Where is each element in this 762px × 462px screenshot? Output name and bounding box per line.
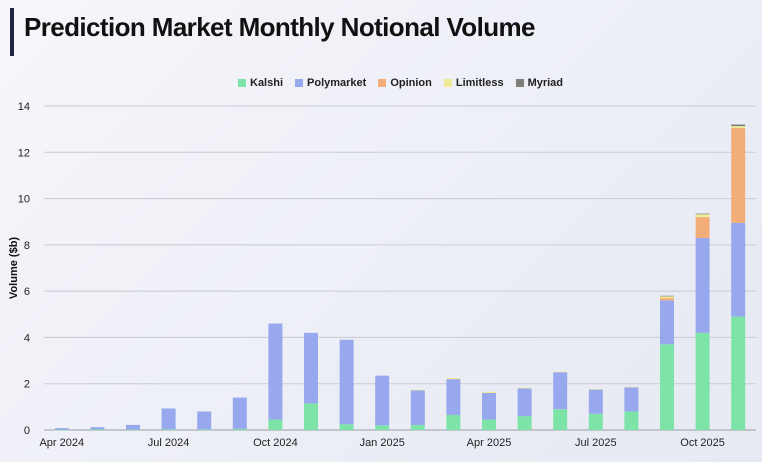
bar-segment-polymarket: [588, 389, 603, 414]
y-tick-label: 8: [24, 240, 30, 252]
bar-segment-limitless: [482, 391, 496, 393]
y-tick-label: 12: [18, 147, 30, 159]
chart-title: Prediction Market Monthly Notional Volum…: [24, 12, 535, 42]
bar-segment-kalshi: [695, 332, 710, 430]
bar-segment-kalshi: [517, 416, 532, 430]
bar-segment-polymarket: [553, 372, 568, 410]
legend-swatch-myriad: [515, 79, 524, 87]
legend-swatch-limitless: [443, 79, 452, 87]
bar-segment-kalshi: [731, 316, 746, 430]
bar-segment-opinion: [660, 298, 674, 301]
y-tick-label: 10: [18, 194, 30, 206]
bar-segment-kalshi: [126, 429, 140, 431]
x-tick-label: Apr 2025: [467, 437, 512, 449]
legend-item-limitless: Limitless: [443, 77, 504, 89]
bar-segment-kalshi: [197, 429, 212, 430]
bar-segment-myriad: [660, 295, 674, 297]
bar-segment-opinion: [695, 217, 710, 238]
bar-segment-myriad: [731, 124, 746, 127]
legend-swatch-polymarket: [295, 79, 304, 87]
legend-label-kalshi: Kalshi: [250, 77, 284, 89]
y-tick-label: 14: [18, 101, 30, 113]
bar-segment-polymarket: [482, 392, 496, 420]
bar-segment-polymarket: [624, 387, 639, 412]
bar-segment-kalshi: [410, 424, 425, 430]
bar-segment-polymarket: [446, 379, 461, 415]
x-tick-label: Jan 2025: [360, 437, 405, 449]
x-tick-label: Jul 2025: [575, 437, 617, 449]
bar-segment-limitless: [446, 377, 461, 380]
legend-item-polymarket: Polymarket: [295, 77, 366, 89]
legend-swatch-kalshi: [238, 79, 246, 87]
bar-segment-kalshi: [660, 344, 674, 430]
bar-segment-opinion: [731, 127, 746, 223]
bar-segment-limitless: [588, 389, 603, 390]
y-tick-label: 2: [24, 379, 30, 391]
y-axis-label: Volume ($b): [8, 237, 20, 299]
chart-legend: Kalshi Polymarket Opinion Limitless Myri…: [238, 77, 563, 89]
bar-segment-kalshi: [588, 413, 603, 430]
legend-label-opinion: Opinion: [390, 77, 432, 89]
y-tick-label: 6: [24, 286, 30, 298]
x-tick-label: Oct 2024: [253, 437, 298, 449]
legend-item-myriad: Myriad: [515, 77, 564, 89]
bar-segment-limitless: [695, 214, 710, 218]
bar-segment-polymarket: [161, 408, 176, 430]
bar-segment-kalshi: [232, 428, 247, 430]
bar-segment-myriad: [695, 213, 710, 215]
legend-item-kalshi: Kalshi: [238, 77, 283, 89]
bar-segment-kalshi: [54, 429, 69, 431]
legend-label-limitless: Limitless: [455, 77, 504, 89]
bar-segment-polymarket: [268, 323, 283, 420]
bar-segment-polymarket: [232, 397, 247, 429]
bar-segment-polymarket: [731, 222, 746, 317]
bar-segment-polymarket: [660, 300, 674, 345]
bar-segment-kalshi: [375, 425, 390, 430]
bar-segment-limitless: [731, 126, 746, 128]
bar-segment-kalshi: [339, 424, 354, 430]
x-tick-label: Oct 2025: [680, 437, 725, 449]
x-tick-label: Jul 2024: [148, 437, 190, 449]
bar-segment-polymarket: [54, 428, 69, 430]
bar-segment-limitless: [410, 389, 425, 391]
bar-segment-polymarket: [375, 375, 390, 426]
bar-segment-polymarket: [90, 427, 105, 430]
bar-segment-kalshi: [624, 411, 639, 430]
bar-segment-limitless: [624, 386, 639, 388]
x-tick-label: Apr 2024: [39, 437, 84, 449]
bar-segment-polymarket: [339, 339, 354, 425]
y-tick-label: 4: [24, 332, 30, 344]
y-tick-label: 0: [24, 425, 30, 437]
bar-segment-limitless: [517, 387, 532, 389]
bar-segment-kalshi: [482, 419, 496, 430]
bar-segment-kalshi: [446, 414, 461, 430]
legend-label-myriad: Myriad: [527, 77, 564, 89]
bar-segment-polymarket: [410, 390, 425, 425]
bar-segment-kalshi: [161, 429, 176, 430]
bar-segment-kalshi: [268, 419, 283, 430]
legend-label-polymarket: Polymarket: [307, 77, 367, 89]
bar-segment-kalshi: [90, 429, 105, 431]
bar-segment-polymarket: [304, 332, 318, 404]
bar-segment-kalshi: [304, 403, 318, 430]
bar-segment-polymarket: [695, 237, 710, 333]
bar-segment-limitless: [660, 296, 674, 299]
bar-segment-polymarket: [197, 411, 212, 430]
bar-segment-kalshi: [553, 409, 568, 430]
bar-segment-limitless: [553, 371, 568, 373]
title-accent-bar: [10, 8, 14, 56]
legend-item-opinion: Opinion: [378, 77, 432, 89]
bar-segment-polymarket: [126, 424, 140, 430]
bar-segment-polymarket: [517, 388, 532, 417]
legend-swatch-opinion: [378, 79, 387, 87]
